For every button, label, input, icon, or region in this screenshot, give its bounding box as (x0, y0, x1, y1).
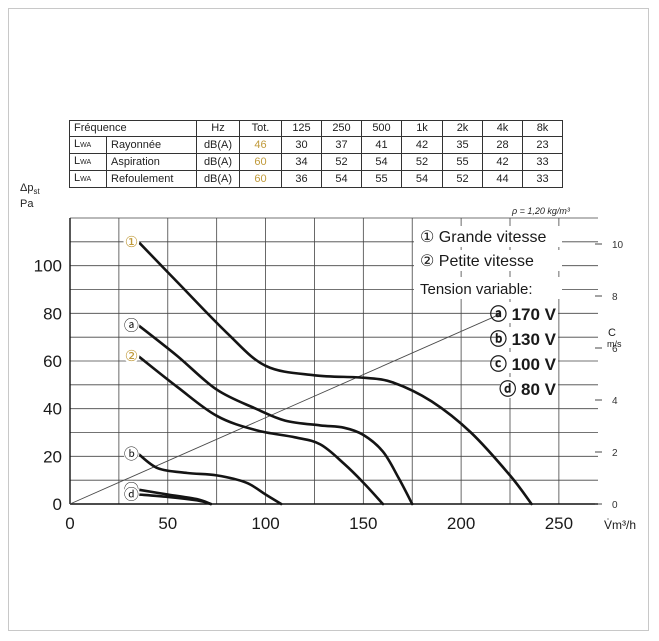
right-axis-tick-label: 6 (612, 344, 618, 355)
curve-marker: ⓓ (124, 485, 139, 503)
y-axis-subscript: st (33, 187, 40, 197)
y-tick-label: 20 (43, 447, 62, 466)
curve-marker-bg (123, 444, 140, 461)
legend-item: ① Grande vitesse (420, 229, 547, 246)
lwa-subscript: WA (80, 176, 92, 183)
y-axis-unit-label: Pa (20, 198, 34, 211)
x-axis-label: V̇m³/h (604, 518, 636, 532)
curve-marker: ⓐ (124, 316, 139, 334)
legend-voltage-item: ⓑ 130 V (490, 329, 557, 349)
series-curve (137, 493, 213, 506)
legend-item-bg (500, 327, 558, 348)
right-axis-tick-label: 10 (612, 240, 624, 251)
legend-item-bg (414, 250, 562, 271)
y-tick-label: 100 (34, 257, 62, 276)
right-axis-tick-label: 8 (612, 292, 618, 303)
table-cell: 28 (482, 136, 523, 154)
y-axis-unit: Δpst Pa (20, 182, 40, 211)
legend-item-bg (500, 302, 558, 323)
legend-title-bg (414, 277, 562, 299)
lwa-symbol: L (74, 172, 81, 184)
curve-marker-bg (123, 485, 140, 502)
series-curve (137, 324, 414, 506)
curve-marker: ⓑ (124, 445, 139, 463)
table-cell: LWA (69, 136, 107, 154)
density-note: ρ = 1,20 kg/m³ (512, 206, 570, 216)
x-tick-label: 200 (447, 514, 475, 533)
table-cell: 30 (281, 136, 322, 154)
x-tick-label: 150 (349, 514, 377, 533)
y-tick-label: 60 (43, 352, 62, 371)
x-tick-label: 50 (158, 514, 177, 533)
legend-voltage-title: Tension variable: (420, 281, 533, 298)
curve-marker-bg (123, 316, 140, 333)
right-axis-tick-label: 4 (612, 396, 618, 407)
table-cell: 34 (281, 153, 322, 171)
right-axis-tick-label: 0 (612, 500, 618, 511)
table-cell: 33 (522, 170, 563, 188)
series-curve (137, 452, 283, 506)
y-axis-symbol: Δp (20, 182, 34, 194)
y-tick-label: 40 (43, 400, 62, 419)
table-row: LWA Rayonnée dB(A) 46 30 37 41 42 35 28 … (69, 136, 563, 154)
right-axis-label: C (608, 327, 616, 339)
lwa-symbol: L (74, 155, 81, 167)
legend-item-bg (500, 377, 558, 398)
table-cell: Refoulement (106, 170, 197, 188)
legend-item-bg (414, 226, 562, 247)
legend-voltage-item: ⓒ 100 V (490, 354, 557, 374)
curve-marker-bg (123, 232, 140, 249)
x-tick-label: 0 (65, 514, 74, 533)
right-axis-unit: m/s (607, 339, 622, 349)
legend-voltage-item: ⓓ 80 V (499, 379, 556, 399)
legend-item-bg (500, 352, 558, 373)
series-curve (137, 354, 385, 506)
series-curve (137, 240, 533, 506)
curve-marker: ② (125, 347, 138, 365)
lwa-symbol: L (74, 138, 81, 150)
table-cell: 60 (239, 170, 282, 188)
legend-item: ② Petite vitesse (420, 253, 534, 270)
table-cell: 42 (482, 153, 523, 171)
right-axis-tick-label: 2 (612, 448, 618, 459)
legend-voltage-item: ⓐ 170 V (490, 304, 557, 324)
table-cell: 52 (442, 170, 483, 188)
lwa-subscript: WA (80, 142, 92, 149)
table-cell: 52 (401, 153, 443, 171)
table-row: LWA Aspiration dB(A) 60 34 52 54 52 55 4… (69, 153, 563, 171)
x-tick-label: 250 (545, 514, 573, 533)
y-tick-label: 0 (53, 495, 62, 514)
curve-marker-bg (123, 347, 140, 364)
table-row: LWA Refoulement dB(A) 60 36 54 55 54 52 … (69, 170, 563, 188)
frequency-table: Fréquence Hz Tot. 125 250 500 1k 2k 4k 8… (69, 120, 563, 188)
y-tick-label: 80 (43, 304, 62, 323)
lwa-subscript: WA (80, 159, 92, 166)
table-cell: dB(A) (196, 170, 240, 188)
curve-marker: ① (125, 233, 138, 251)
air-speed-line (69, 308, 513, 505)
table-cell: 23 (522, 136, 563, 154)
x-tick-label: 100 (251, 514, 279, 533)
